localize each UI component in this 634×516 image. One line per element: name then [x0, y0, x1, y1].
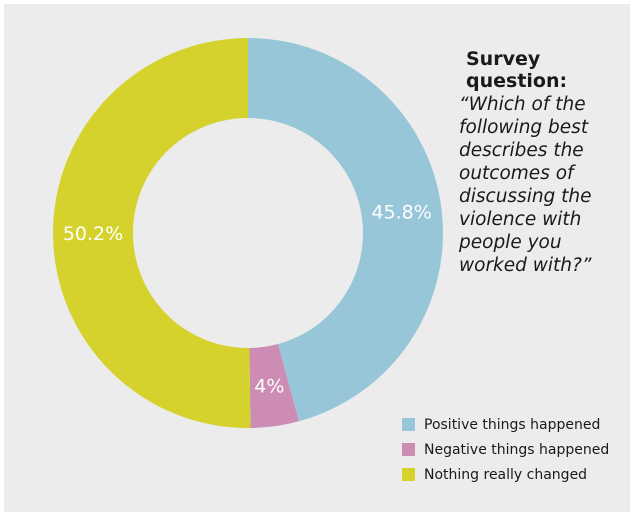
donut-label-nothing: 50.2%	[63, 223, 123, 245]
legend-swatch-nothing	[402, 468, 415, 481]
donut-label-negative: 4%	[254, 376, 284, 398]
legend-item-negative: Negative things happened	[402, 437, 609, 462]
legend-label-negative: Negative things happened	[424, 441, 610, 458]
donut-label-positive: 45.8%	[371, 202, 431, 224]
donut-slice-nothing	[52, 38, 251, 428]
donut-slice-positive	[248, 38, 444, 422]
chart-legend: Positive things happened Negative things…	[402, 412, 609, 487]
survey-question: Survey question: “Which of the following…	[459, 48, 626, 277]
legend-item-positive: Positive things happened	[402, 412, 609, 437]
survey-question-text: “Which of the following best describes t…	[459, 94, 592, 276]
legend-label-nothing: Nothing really changed	[424, 466, 588, 483]
legend-swatch-positive	[402, 418, 415, 431]
survey-question-heading: Survey question:	[466, 48, 568, 92]
legend-swatch-negative	[402, 443, 415, 456]
legend-item-nothing: Nothing really changed	[402, 462, 609, 487]
donut-slice-negative	[249, 344, 299, 428]
legend-label-positive: Positive things happened	[424, 416, 601, 433]
